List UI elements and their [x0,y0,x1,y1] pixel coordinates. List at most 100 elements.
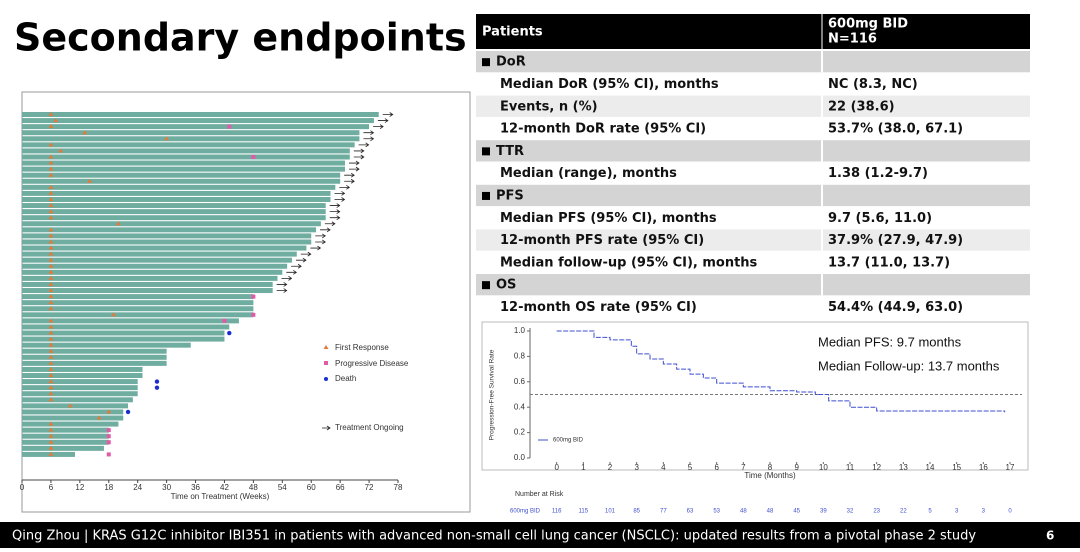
response-marker [48,439,54,444]
row-label: 12-month DoR rate (95% CI) [500,122,706,137]
bar [22,178,341,184]
row-value: 22 (38.6) [828,99,895,114]
response-marker [48,160,54,165]
response-marker [48,445,54,450]
legend-label: Death [335,374,356,383]
ongoing-arrow [329,209,341,214]
section-label: PFS [496,188,524,203]
x-tick-label: 30 [162,483,171,492]
at-risk-value: 48 [767,509,774,515]
response-marker [82,130,88,135]
progression-marker [106,434,111,439]
bar [22,257,292,263]
bar [22,409,124,415]
row-label: Median follow-up (95% CI), months [500,255,758,270]
bar [22,342,191,348]
section-label: TTR [496,144,524,159]
response-marker [48,184,54,189]
bar [22,324,230,330]
response-marker [115,221,121,226]
y-tick-label: 1.0 [514,326,526,335]
row-label: Median (range), months [500,166,677,181]
response-marker [48,288,54,293]
x-tick-label: 18 [104,483,113,492]
ongoing-arrow [324,221,336,227]
bar [22,366,143,372]
row-value: 37.9% (27.9, 47.9) [828,233,963,248]
bar [22,360,167,366]
at-risk-value: 115 [579,509,589,515]
ongoing-arrow [344,172,355,178]
ongoing-arrow [281,276,293,281]
progression-marker [106,440,111,445]
bar [22,281,273,287]
response-marker [48,269,54,274]
ongoing-arrow [320,227,331,233]
x-axis-label: Time (Months) [744,471,796,480]
annotation: Median Follow-up: 13.7 months [818,358,1000,373]
response-marker [164,136,170,141]
response-marker [48,227,54,232]
bar [22,385,138,391]
response-marker [48,348,54,353]
progression-marker [222,318,227,323]
x-tick-label: 72 [365,483,374,492]
km-frame [481,321,1029,471]
ongoing-arrow [339,185,351,190]
response-marker [48,209,54,214]
bar [22,288,273,294]
bar [22,166,345,172]
death-marker [154,385,160,390]
at-risk-value: 22 [900,509,907,515]
bar [22,209,326,215]
footer-text: Qing Zhou | KRAS G12C inhibitor IBI351 i… [12,529,976,544]
response-marker [48,366,54,371]
legend-label: Treatment Ongoing [335,423,404,432]
response-marker [48,154,54,159]
bar [22,439,109,445]
response-marker [48,215,54,220]
annotation: Median PFS: 9.7 months [818,334,962,349]
response-marker [48,263,54,268]
response-marker [67,403,73,408]
bar [22,336,225,342]
x-tick-label: 6 [714,463,719,472]
response-marker [48,354,54,359]
response-marker [48,190,54,195]
table-row [476,73,1030,95]
at-risk-value: 45 [793,509,800,515]
bar [22,391,138,397]
x-tick-label: 3 [634,463,639,472]
bar [22,203,326,209]
response-marker [106,409,112,414]
x-tick-label: 4 [661,463,666,472]
bar [22,215,326,221]
legend-label: 600mg BID [553,438,584,444]
row-label: Median PFS (95% CI), months [500,211,717,226]
legend-marker [324,377,328,381]
response-marker [96,415,102,420]
table-row [476,140,1030,162]
y-tick-label: 0.4 [514,402,526,411]
response-marker [48,245,54,250]
response-marker [48,397,54,402]
at-risk-value: 3 [982,509,986,515]
bar [22,451,76,457]
bar [22,245,307,251]
ongoing-arrow [344,178,355,184]
bar [22,124,370,130]
bar [22,221,321,227]
bar [22,112,379,117]
row-label: Median DoR (95% CI), months [500,77,719,92]
response-marker [48,251,54,256]
response-marker [48,172,54,177]
ongoing-arrow [291,263,302,269]
bar [22,130,360,136]
bar [22,251,297,257]
header-cell: Patients [482,25,543,40]
row-label: Events, n (%) [500,99,598,114]
header-cell: N=116 [828,32,877,47]
at-risk-value: 23 [873,509,880,515]
death-marker [227,330,232,336]
row-value: NC (8.3, NC) [828,77,918,92]
